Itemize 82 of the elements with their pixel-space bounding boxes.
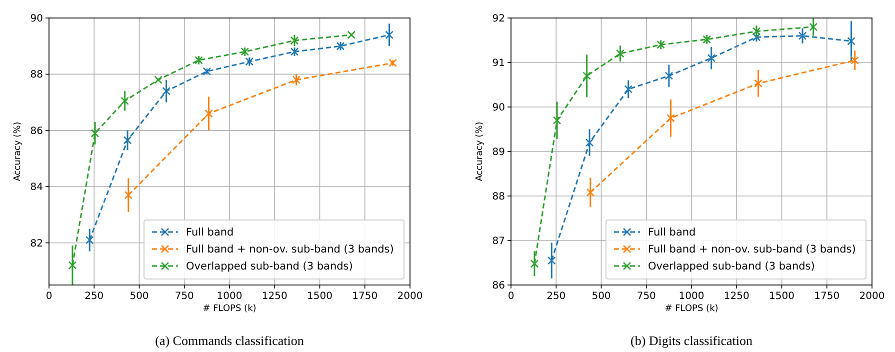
- point: [666, 114, 675, 122]
- x-tick-label: 750: [636, 291, 656, 302]
- point: [336, 42, 345, 50]
- point: [347, 30, 356, 40]
- point: [124, 190, 133, 200]
- point: [664, 72, 674, 80]
- x-tick-label: 1000: [216, 291, 242, 302]
- point: [624, 85, 632, 94]
- point: [656, 40, 665, 49]
- y-axis-title: Accuracy (%): [475, 122, 485, 182]
- point: [752, 27, 761, 36]
- x-axis-title: # FLOPS (k): [664, 304, 718, 314]
- x-tick-label: 0: [508, 291, 514, 302]
- point: [90, 129, 100, 138]
- y-tick-label: 89: [492, 147, 505, 158]
- y-axis-title: Accuracy (%): [13, 122, 23, 182]
- y-tick-label: 92: [492, 14, 505, 24]
- legend-label: Overlapped sub-band (3 bands): [648, 260, 815, 273]
- legend-label: Full band: [186, 226, 234, 239]
- y-tick-label: 91: [492, 58, 505, 69]
- point: [204, 109, 213, 118]
- point: [120, 96, 129, 106]
- x-tick-label: 1750: [814, 291, 840, 302]
- point: [616, 49, 624, 58]
- y-tick-label: 86: [492, 280, 505, 292]
- point: [194, 56, 203, 64]
- x-tick-label: 1000: [678, 291, 704, 302]
- legend-label: Overlapped sub-band (3 bands): [186, 260, 353, 273]
- y-tick-label: 88: [492, 192, 505, 202]
- point: [68, 261, 77, 270]
- point: [388, 58, 398, 68]
- text: (b) Digits classification: [630, 333, 754, 348]
- x-tick-label: 250: [84, 291, 104, 302]
- point: [798, 32, 807, 40]
- legend-label: Full band: [648, 226, 696, 239]
- point: [245, 57, 254, 66]
- point: [707, 54, 716, 62]
- x-tick-label: 500: [130, 291, 149, 302]
- y-tick-label: 90: [30, 14, 43, 24]
- point: [162, 86, 170, 96]
- x-tick-label: 2000: [859, 291, 885, 302]
- point: [754, 79, 762, 88]
- point: [809, 22, 818, 32]
- point: [154, 76, 162, 84]
- text: (a) Commands classification: [155, 333, 304, 348]
- y-tick-label: 87: [492, 236, 505, 247]
- x-tick-label: 1250: [262, 291, 288, 302]
- x-tick-label: 1500: [307, 291, 332, 302]
- point: [850, 56, 860, 64]
- x-tick-label: 1750: [352, 291, 378, 302]
- point: [547, 256, 556, 265]
- y-tick-label: 86: [30, 126, 43, 137]
- y-tick-label: 90: [492, 102, 505, 114]
- x-tick-label: 1500: [769, 291, 794, 302]
- point: [290, 48, 299, 56]
- x-tick-label: 750: [174, 291, 194, 302]
- x-tick-label: 0: [46, 291, 52, 302]
- x-tick-label: 500: [592, 291, 611, 302]
- point: [702, 35, 711, 44]
- point: [290, 36, 299, 45]
- point: [292, 76, 300, 84]
- point: [847, 36, 856, 46]
- y-tick-label: 84: [30, 182, 43, 194]
- y-tick-label: 88: [30, 70, 43, 81]
- point: [123, 136, 132, 144]
- point: [586, 188, 595, 197]
- point: [582, 72, 591, 80]
- legend-label: Full band + non-ov. sub-band (3 bands): [648, 244, 856, 256]
- point: [240, 48, 249, 56]
- legend-label: Full band + non-ov. sub-band (3 bands): [186, 244, 394, 256]
- x-tick-label: 1250: [724, 291, 750, 302]
- point: [752, 32, 761, 42]
- x-axis-title: # FLOPS (k): [202, 304, 256, 314]
- x-tick-label: 250: [546, 291, 566, 302]
- x-tick-label: 2000: [397, 291, 423, 302]
- point: [385, 30, 394, 40]
- point: [85, 236, 94, 244]
- y-tick-label: 82: [30, 238, 43, 250]
- point: [202, 67, 212, 76]
- point: [530, 259, 539, 268]
- point: [585, 138, 594, 147]
- point: [552, 116, 562, 124]
